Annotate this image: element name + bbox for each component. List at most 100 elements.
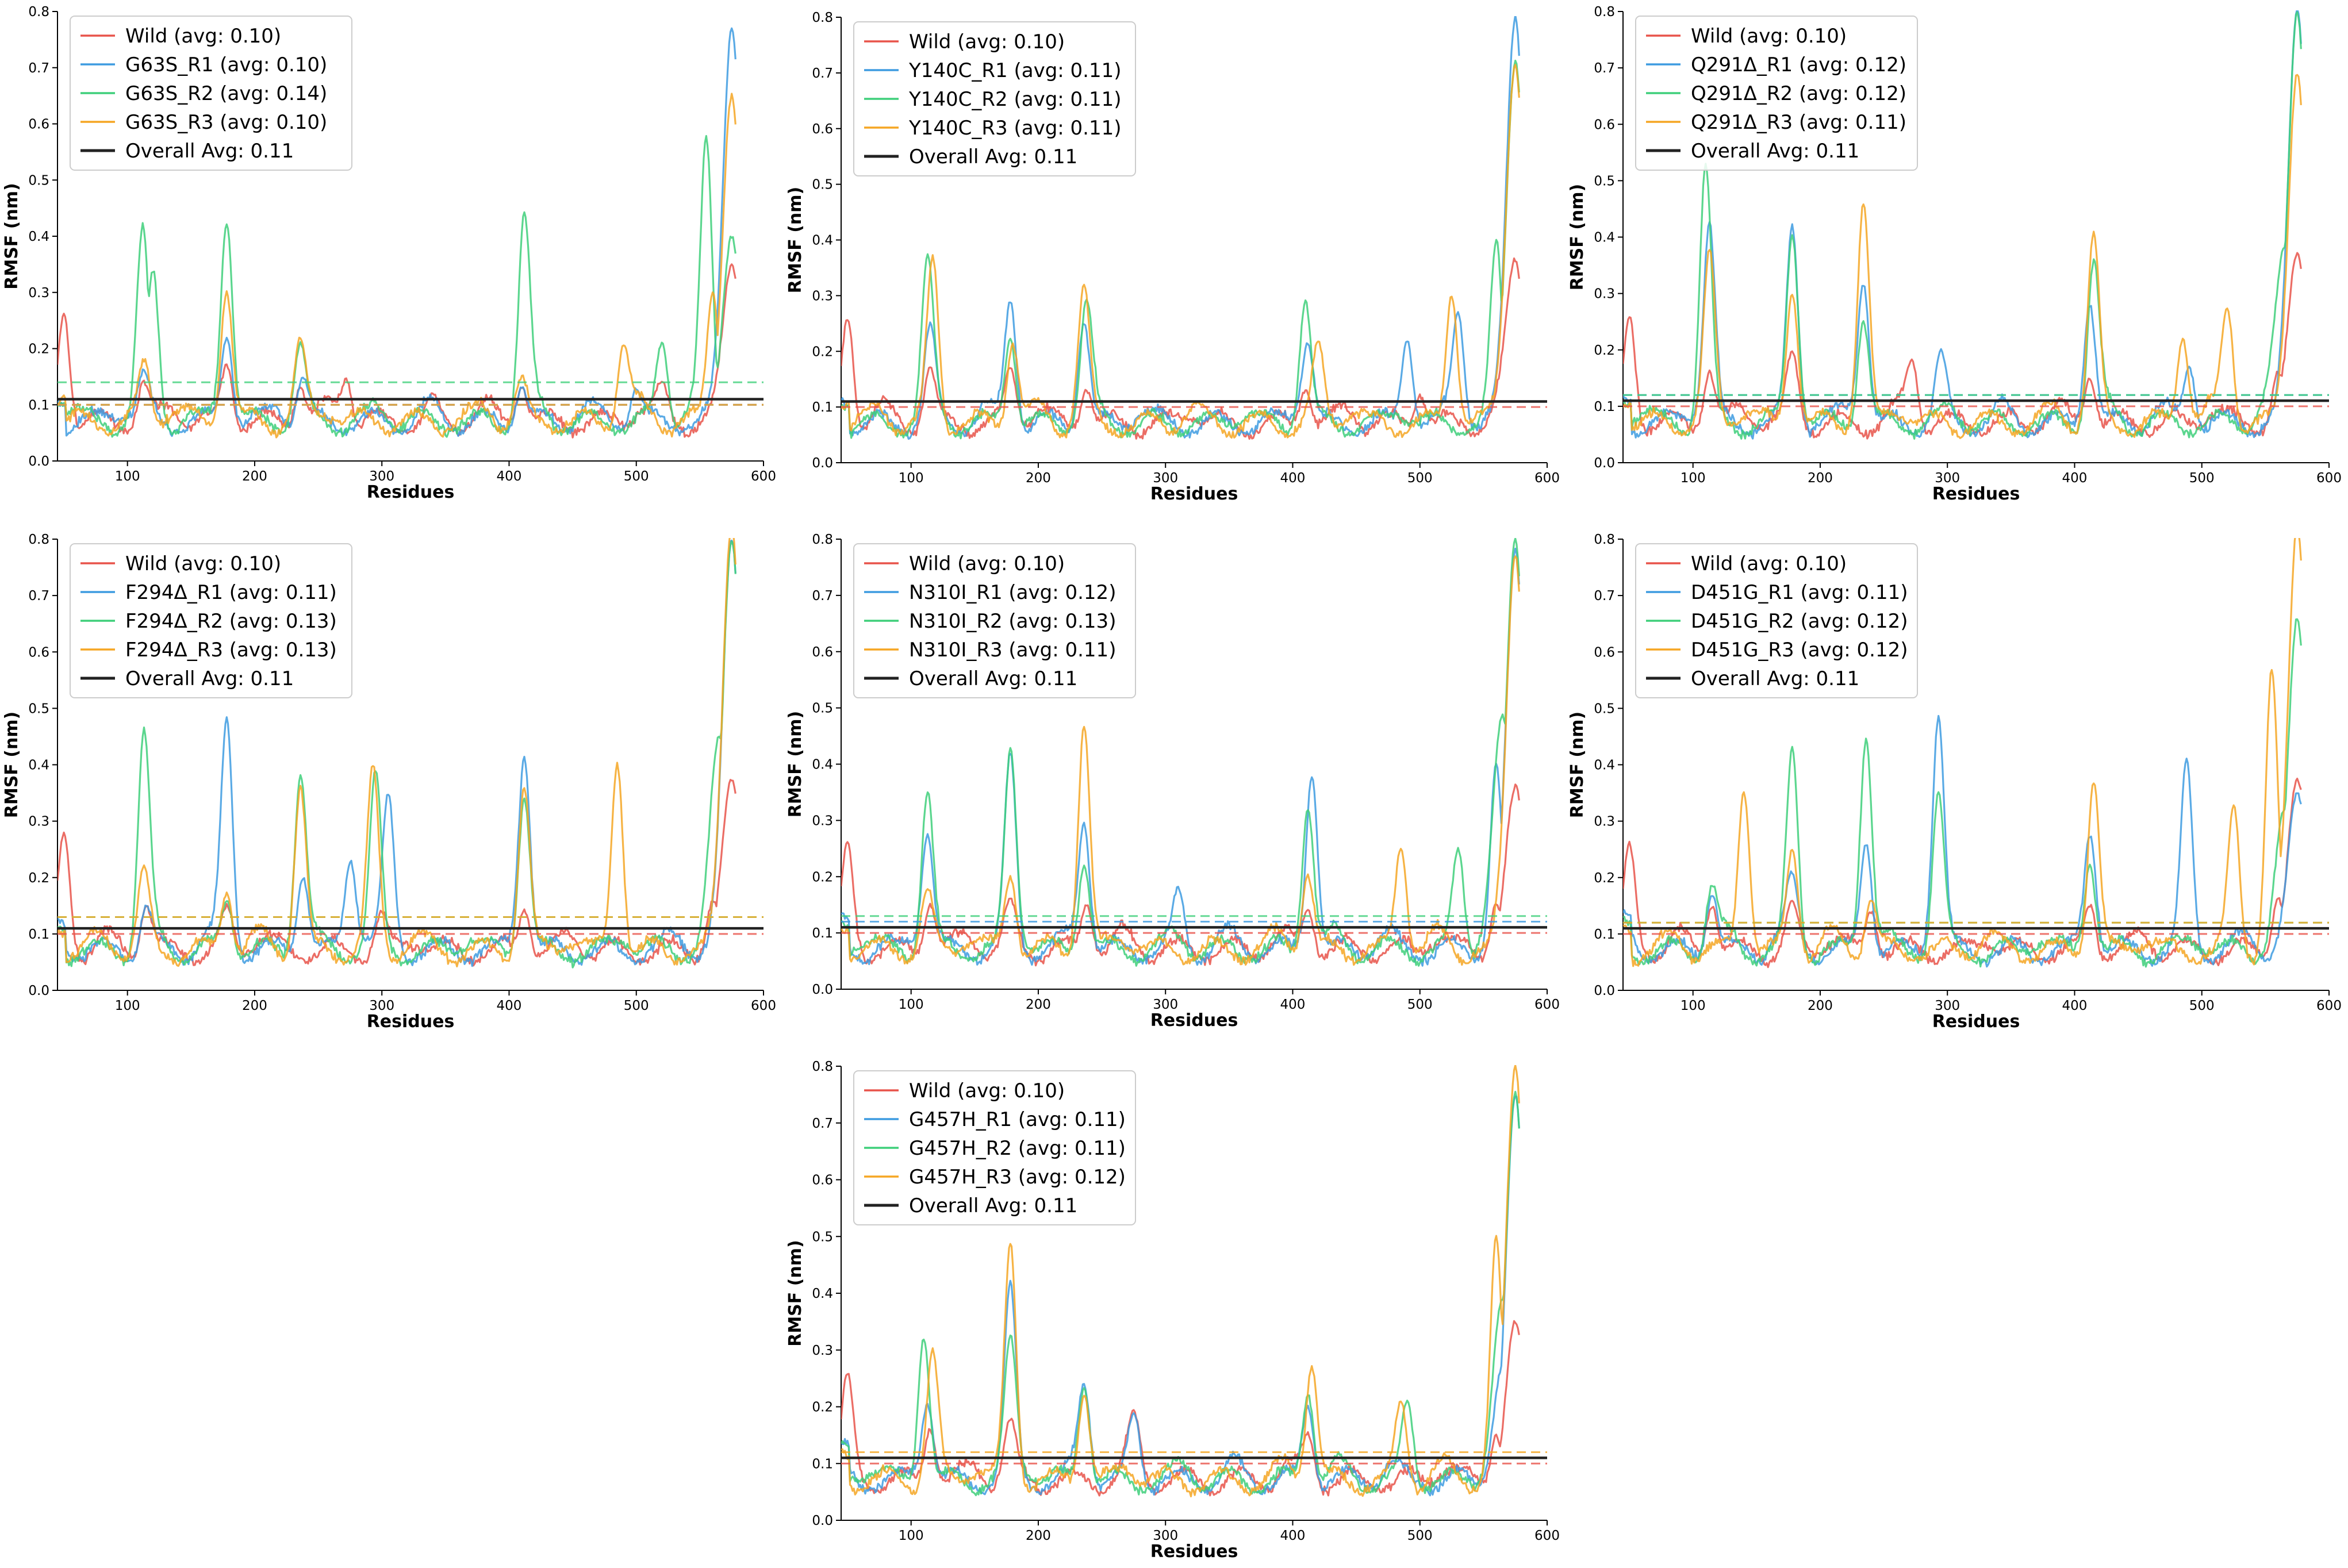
y-tick-label: 0.8: [1594, 5, 1615, 20]
y-tick-label: 0.8: [1594, 532, 1615, 547]
y-tick-label: 0.1: [1594, 927, 1615, 942]
series-line-f294-r1: [57, 539, 736, 967]
y-tick-label: 0.1: [812, 926, 833, 941]
x-axis-label: Residues: [367, 482, 455, 502]
y-tick-label: 0.5: [28, 173, 49, 188]
legend-label: G457H_R1 (avg: 0.11): [909, 1108, 1126, 1131]
x-tick-label: 200: [1808, 998, 1833, 1013]
y-tick-label: 0.5: [1594, 701, 1615, 716]
x-tick-label: 400: [1280, 997, 1306, 1012]
chart-panel: 0.0 0.1 0.2 0.3 0.4 0.5 0.6 0.7 0.8 100 200 300 400 5…: [2, 532, 776, 1032]
y-tick-label: 0.6: [1594, 117, 1615, 132]
x-tick-label: 600: [751, 469, 776, 484]
x-tick-label: 400: [1280, 1528, 1306, 1543]
y-tick-label: 0.7: [812, 1116, 833, 1131]
legend-label: Wild (avg: 0.10): [125, 552, 281, 575]
legend-label: Q291Δ_R2 (avg: 0.12): [1691, 82, 1906, 105]
y-tick-label: 0.1: [812, 1456, 833, 1471]
y-tick-label: 0.6: [812, 122, 833, 137]
x-axis-label: Residues: [1150, 1542, 1238, 1562]
y-tick-label: 0.4: [28, 229, 49, 244]
x-tick-label: 500: [624, 469, 649, 484]
y-tick-label: 0.0: [1594, 456, 1615, 471]
series-line-n310i-r1: [841, 547, 1520, 967]
y-tick-label: 0.8: [28, 532, 49, 547]
y-tick-label: 0.4: [1594, 230, 1615, 245]
legend-label: Q291Δ_R3 (avg: 0.11): [1691, 111, 1906, 134]
legend-label: Y140C_R3 (avg: 0.11): [908, 117, 1122, 140]
y-tick-label: 0.8: [28, 5, 49, 20]
y-tick-label: 0.3: [812, 1343, 833, 1358]
y-tick-label: 0.4: [1594, 758, 1615, 773]
y-tick-label: 0.8: [812, 532, 833, 547]
x-tick-label: 400: [497, 998, 522, 1013]
y-tick-label: 0.0: [812, 982, 833, 997]
series-line-d451g-r1: [1623, 714, 2302, 968]
y-tick-label: 0.1: [1594, 399, 1615, 414]
x-tick-label: 100: [1681, 998, 1706, 1013]
y-tick-label: 0.7: [1594, 61, 1615, 76]
legend-label: F294Δ_R3 (avg: 0.13): [125, 639, 337, 662]
legend: [70, 543, 352, 698]
y-tick-label: 0.8: [812, 1059, 833, 1074]
x-tick-label: 600: [1534, 1528, 1560, 1543]
x-axis-label: Residues: [1150, 484, 1238, 504]
x-tick-label: 500: [2189, 471, 2215, 486]
series-line-g457h-r3: [841, 1065, 1520, 1498]
y-tick-label: 0.2: [28, 871, 49, 886]
x-tick-label: 500: [1407, 471, 1433, 486]
x-tick-label: 100: [115, 998, 140, 1013]
x-tick-label: 600: [1534, 471, 1560, 486]
y-tick-label: 0.6: [28, 117, 49, 132]
y-axis-label: RMSF (nm): [1567, 184, 1587, 291]
y-tick-label: 0.7: [1594, 589, 1615, 604]
x-tick-label: 600: [2316, 998, 2342, 1013]
legend-label: Overall Avg: 0.11: [125, 140, 294, 163]
y-tick-label: 0.2: [812, 344, 833, 359]
x-tick-label: 500: [1407, 997, 1433, 1012]
legend-label: N310I_R1 (avg: 0.12): [909, 581, 1116, 604]
x-tick-label: 500: [1407, 1528, 1433, 1543]
legend-label: Wild (avg: 0.10): [909, 552, 1065, 575]
legend: [853, 1070, 1136, 1225]
y-tick-label: 0.5: [812, 701, 833, 716]
y-tick-label: 0.0: [812, 456, 833, 471]
x-tick-label: 300: [1935, 998, 1960, 1013]
series-line-f294-r3: [57, 538, 736, 968]
series-line-n310i-r3: [841, 555, 1520, 966]
legend: [853, 543, 1136, 698]
legend-label: G63S_R1 (avg: 0.10): [125, 53, 327, 76]
x-tick-label: 400: [2062, 998, 2088, 1013]
y-tick-label: 0.5: [28, 701, 49, 716]
y-tick-label: 0.4: [812, 1286, 833, 1301]
legend-label: F294Δ_R2 (avg: 0.13): [125, 610, 337, 633]
x-tick-label: 100: [115, 469, 140, 484]
y-tick-label: 0.0: [812, 1513, 833, 1528]
legend-label: G63S_R3 (avg: 0.10): [125, 111, 327, 134]
y-tick-label: 0.3: [28, 814, 49, 829]
x-tick-label: 100: [899, 997, 924, 1012]
series-line-wild: [1623, 252, 2302, 440]
series-line-g457h-r1: [841, 1096, 1520, 1497]
x-tick-label: 200: [1026, 1528, 1051, 1543]
x-tick-label: 100: [1681, 471, 1706, 486]
legend-label: F294Δ_R1 (avg: 0.11): [125, 581, 337, 604]
y-tick-label: 0.2: [1594, 343, 1615, 358]
series-line-q291-r3: [1623, 74, 2302, 439]
chart-panel: 0.0 0.1 0.2 0.3 0.4 0.5 0.6 0.7 0.8 100 200 300 400 5…: [785, 532, 1560, 1031]
x-tick-label: 400: [1280, 471, 1306, 486]
y-tick-label: 0.2: [812, 1400, 833, 1415]
legend: [1635, 16, 1918, 171]
chart-panel: 0.0 0.1 0.2 0.3 0.4 0.5 0.6 0.7 0.8 100 200 300 400 5…: [1567, 5, 2342, 504]
series-line-d451g-r2: [1623, 618, 2302, 968]
series-line-g63s-r3: [57, 93, 736, 439]
legend-label: D451G_R2 (avg: 0.12): [1691, 610, 1908, 633]
y-tick-label: 0.6: [28, 645, 49, 660]
y-tick-label: 0.7: [28, 589, 49, 604]
x-tick-label: 500: [624, 998, 649, 1013]
y-tick-label: 0.2: [28, 342, 49, 357]
series-line-g63s-r2: [57, 134, 736, 438]
x-tick-label: 300: [1153, 997, 1178, 1012]
series-line-wild: [57, 779, 736, 967]
legend-label: N310I_R3 (avg: 0.11): [909, 639, 1116, 662]
